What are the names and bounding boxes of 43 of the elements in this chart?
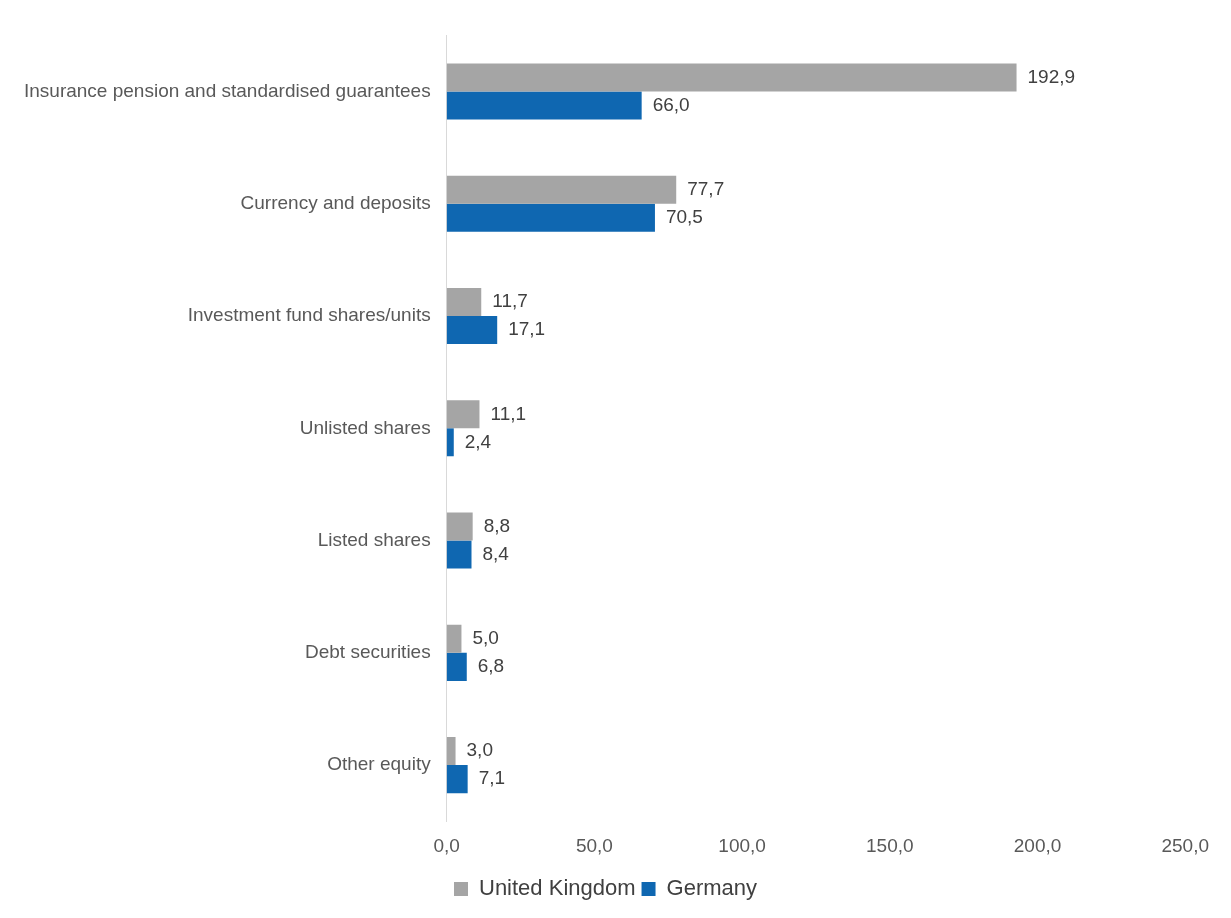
data-label: 192,9: [1027, 65, 1076, 87]
data-label: 3,0: [466, 739, 493, 761]
bar: [446, 316, 498, 345]
y-tick-label: Investment fund shares/units: [187, 304, 431, 326]
legend-label: Germany: [666, 875, 758, 901]
data-label: 8,4: [482, 542, 510, 564]
bar: [446, 203, 655, 232]
y-tick-label: Currency and deposits: [240, 192, 431, 214]
data-label: 11,1: [490, 402, 527, 424]
x-tick-label: 250,0: [1161, 834, 1209, 856]
data-label: 70,5: [665, 206, 703, 228]
bar: [446, 765, 468, 794]
legend-label: United Kingdom: [479, 875, 636, 901]
data-label: 77,7: [687, 177, 725, 199]
y-tick-label: Unlisted shares: [299, 416, 431, 438]
data-label: 17,1: [508, 318, 546, 340]
x-tick-label: 100,0: [718, 834, 766, 856]
bar: [446, 512, 473, 541]
x-tick-label: 0,0: [433, 834, 460, 856]
data-label: 8,8: [483, 514, 511, 536]
bar: [446, 91, 642, 120]
x-tick-label: 200,0: [1013, 834, 1062, 856]
bar: [446, 652, 467, 681]
bar: [446, 400, 480, 429]
data-label: 6,8: [477, 655, 505, 677]
data-label: 5,0: [472, 627, 499, 649]
y-tick-label: Insurance pension and standardised guarantees: [23, 79, 431, 101]
y-tick-label: Other equity: [327, 753, 432, 775]
bar: [446, 428, 454, 457]
x-tick-label: 150,0: [866, 834, 914, 856]
y-tick-label: Listed shares: [317, 528, 431, 550]
bar: [446, 624, 462, 653]
bar: [446, 175, 677, 204]
bar: [446, 63, 1017, 92]
y-tick-label: Debt securities: [305, 641, 431, 663]
bar: [446, 540, 472, 569]
data-label: 66,0: [652, 93, 690, 115]
data-label: 7,1: [478, 767, 506, 789]
data-label: 2,4: [464, 430, 492, 452]
bar: [446, 287, 482, 317]
x-tick-label: 50,0: [575, 834, 613, 856]
data-label: 11,7: [492, 290, 528, 312]
bar: [446, 737, 456, 766]
